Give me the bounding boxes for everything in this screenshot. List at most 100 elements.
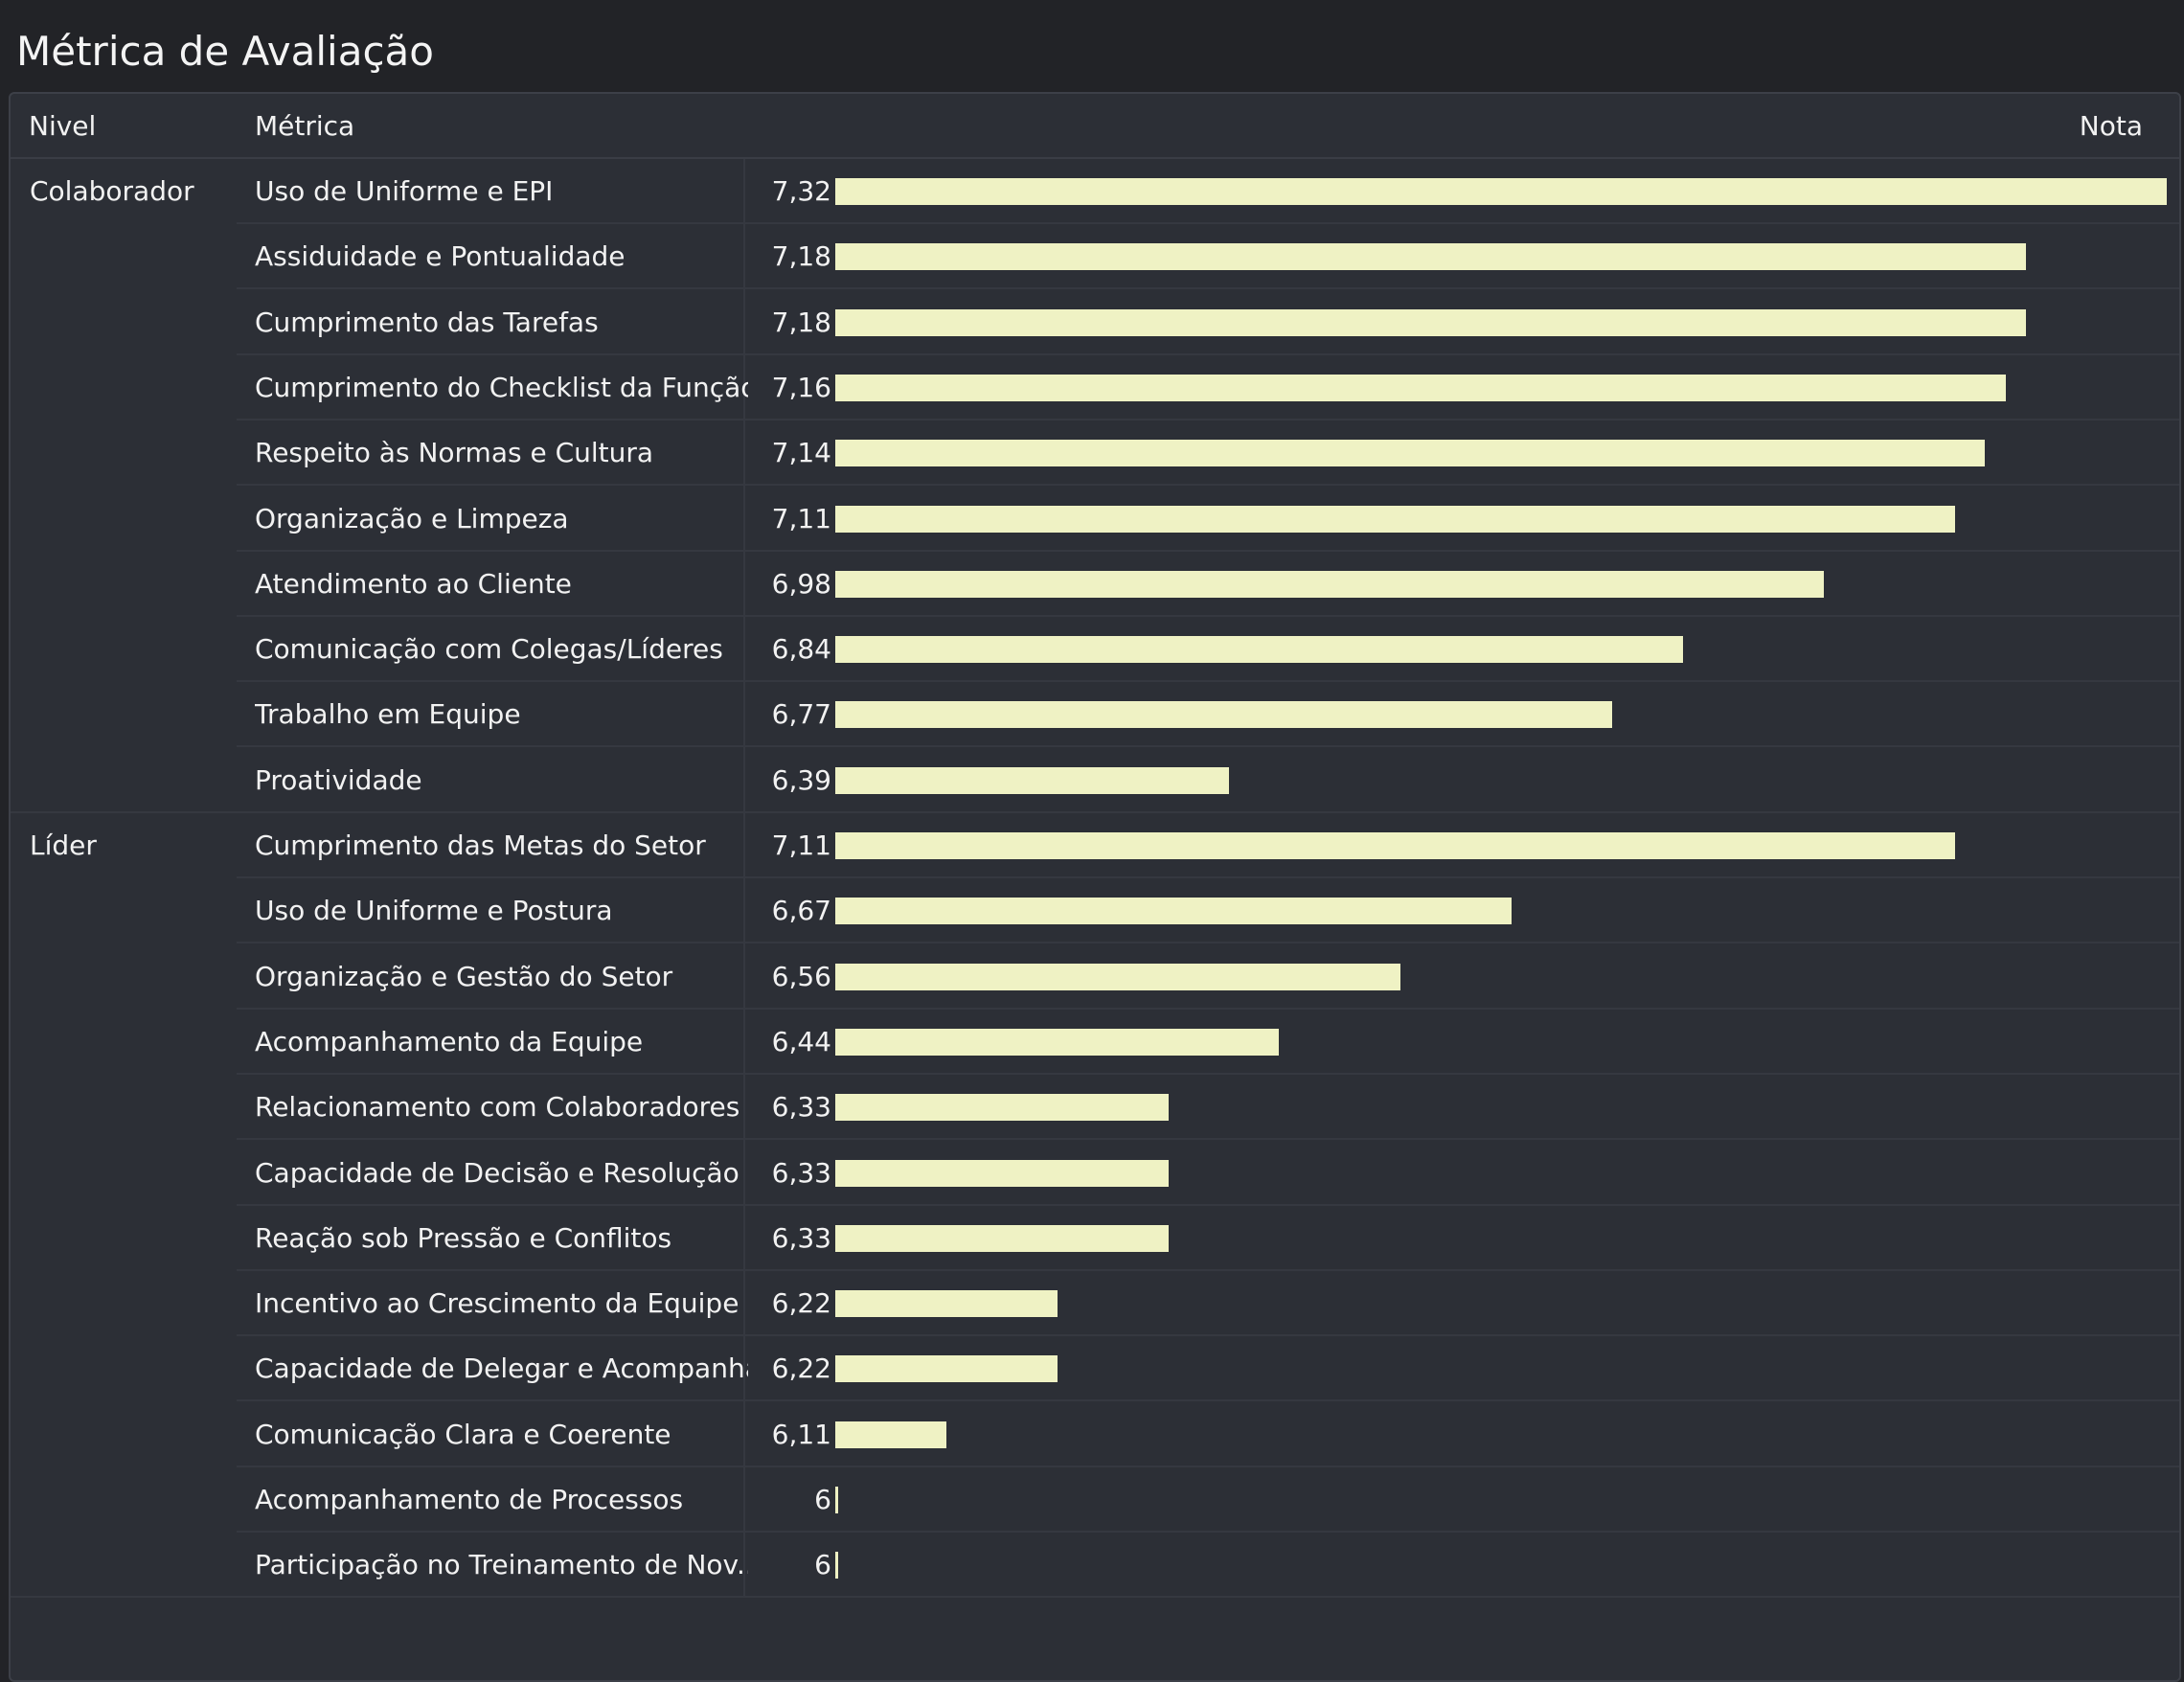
score-value: 6,33 <box>771 1156 831 1189</box>
row-divider <box>11 810 2179 813</box>
metric-label: Trabalho em Equipe <box>255 698 521 731</box>
score-bar <box>835 1094 1169 1122</box>
row-divider <box>237 876 2179 878</box>
row-divider <box>237 1465 2179 1467</box>
score-value: 6 <box>814 1484 831 1515</box>
metric-label: Uso de Uniforme e Postura <box>255 895 613 927</box>
row-divider <box>237 1531 2179 1533</box>
column-header-level[interactable]: Nivel <box>29 110 97 142</box>
table-row[interactable]: Uso de Uniforme e Postura 6,67 <box>11 878 2179 944</box>
table-row[interactable]: Reação sob Pressão e Conflitos 6,33 <box>11 1206 2179 1271</box>
table-row[interactable]: Cumprimento do Checklist da Função 7,16 <box>11 355 2179 420</box>
row-divider <box>237 418 2179 420</box>
table-row[interactable]: Cumprimento das Tarefas 7,18 <box>11 290 2179 355</box>
table-row[interactable]: Assiduidade e Pontualidade 7,18 <box>11 224 2179 290</box>
score-value: 6,22 <box>771 1287 831 1320</box>
table-row[interactable]: Incentivo ao Crescimento da Equipe 6,22 <box>11 1271 2179 1337</box>
row-divider <box>237 222 2179 224</box>
table-row[interactable]: Comunicação Clara e Coerente 6,11 <box>11 1402 2179 1467</box>
table-header: Nivel Métrica Nota <box>11 94 2179 159</box>
table-row[interactable]: Capacidade de Decisão e Resolução 6,33 <box>11 1141 2179 1206</box>
score-bar <box>835 243 2026 271</box>
score-value: 7,11 <box>771 830 831 861</box>
metric-label: Assiduidade e Pontualidade <box>255 240 626 273</box>
score-value: 6,11 <box>771 1418 831 1450</box>
metric-label: Uso de Uniforme e EPI <box>255 175 554 207</box>
table-row[interactable]: Respeito às Normas e Cultura 7,14 <box>11 420 2179 487</box>
metric-label: Relacionamento com Colaboradores <box>255 1091 740 1124</box>
table-row[interactable]: Participação no Treinamento de Nov... 6 <box>11 1533 2179 1599</box>
table-row[interactable]: Colaborador Uso de Uniforme e EPI 7,32 <box>11 159 2179 224</box>
page-title: Métrica de Avaliação <box>16 28 434 75</box>
metric-label: Atendimento ao Cliente <box>255 567 572 600</box>
row-divider <box>237 614 2179 617</box>
score-value: 6,33 <box>771 1091 831 1124</box>
table-row[interactable]: Organização e Limpeza 7,11 <box>11 487 2179 552</box>
table-row[interactable]: Acompanhamento de Processos 6 <box>11 1467 2179 1533</box>
score-value: 7,11 <box>771 502 831 534</box>
row-divider <box>237 1334 2179 1337</box>
metric-label: Comunicação Clara e Coerente <box>255 1418 671 1450</box>
table-row[interactable]: Relacionamento com Colaboradores 6,33 <box>11 1075 2179 1141</box>
score-bar <box>835 505 1955 533</box>
metric-label: Organização e Gestão do Setor <box>255 960 673 992</box>
metric-label: Organização e Limpeza <box>255 502 569 534</box>
score-bar <box>835 1159 1169 1187</box>
score-bar <box>835 1028 1279 1056</box>
metric-label: Capacidade de Decisão e Resolução <box>255 1156 739 1189</box>
score-bar <box>835 1355 1058 1383</box>
score-value: 6 <box>814 1549 831 1581</box>
score-bar <box>835 898 1512 925</box>
score-bar <box>835 832 1955 859</box>
column-header-metric[interactable]: Métrica <box>255 110 355 142</box>
score-bar <box>835 1487 838 1513</box>
score-bar <box>835 766 1229 794</box>
score-value: 7,16 <box>771 371 831 403</box>
row-divider <box>237 1399 2179 1402</box>
score-value: 6,67 <box>771 895 831 927</box>
score-bar <box>835 1552 838 1580</box>
table-row[interactable]: Capacidade de Delegar e Acompanhar 6,22 <box>11 1336 2179 1402</box>
table-row[interactable]: Proatividade 6,39 <box>11 748 2179 813</box>
score-value: 7,18 <box>771 306 831 338</box>
table-row[interactable]: Trabalho em Equipe 6,77 <box>11 682 2179 748</box>
score-value: 6,56 <box>771 960 831 992</box>
metric-label: Acompanhamento de Processos <box>255 1484 684 1515</box>
score-value: 6,39 <box>771 763 831 796</box>
table-row[interactable]: Líder Cumprimento das Metas do Setor 7,11 <box>11 813 2179 878</box>
table-row[interactable]: Organização e Gestão do Setor 6,56 <box>11 944 2179 1010</box>
score-value: 6,98 <box>771 567 831 600</box>
score-value: 6,33 <box>771 1221 831 1254</box>
row-divider <box>237 352 2179 355</box>
row-divider <box>237 549 2179 552</box>
level-label: Colaborador <box>30 175 194 207</box>
metric-label: Cumprimento do Checklist da Função <box>255 371 748 403</box>
table-row[interactable]: Comunicação com Colegas/Líderes 6,84 <box>11 617 2179 683</box>
score-value: 6,77 <box>771 698 831 731</box>
score-value: 6,84 <box>771 633 831 666</box>
score-bar <box>835 570 1824 598</box>
row-divider <box>237 1007 2179 1010</box>
score-bar <box>835 963 1400 990</box>
row-divider <box>237 1138 2179 1141</box>
metric-label: Respeito às Normas e Cultura <box>255 437 654 469</box>
score-bar <box>835 1224 1169 1252</box>
score-bar <box>835 1290 1058 1318</box>
row-divider <box>237 680 2179 683</box>
row-divider <box>237 1072 2179 1075</box>
table-row[interactable]: Atendimento ao Cliente 6,98 <box>11 552 2179 617</box>
column-header-score[interactable]: Nota <box>2079 110 2143 142</box>
level-label: Líder <box>30 830 97 861</box>
row-divider <box>237 287 2179 290</box>
metric-label: Capacidade de Delegar e Acompanhar <box>255 1352 748 1385</box>
score-bar <box>835 308 2026 336</box>
table-row[interactable]: Acompanhamento da Equipe 6,44 <box>11 1010 2179 1075</box>
score-bar <box>835 1421 946 1448</box>
metric-label: Proatividade <box>255 763 422 796</box>
metric-label: Cumprimento das Metas do Setor <box>255 830 706 861</box>
row-divider <box>237 1203 2179 1206</box>
score-value: 7,14 <box>771 437 831 469</box>
score-bar <box>835 178 2167 205</box>
metric-label: Participação no Treinamento de Nov... <box>255 1549 748 1581</box>
score-bar <box>835 636 1683 664</box>
